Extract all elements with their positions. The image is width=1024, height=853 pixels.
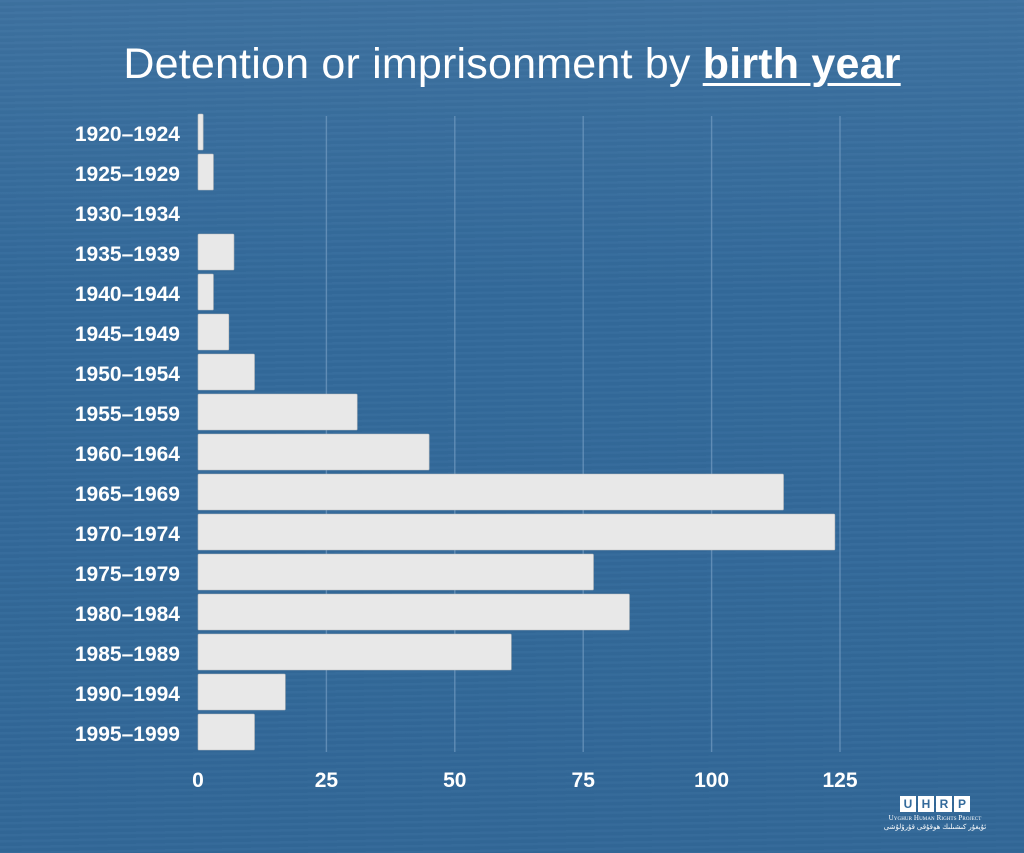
chart-title-emphasis: birth year <box>702 40 901 88</box>
chart-title-prefix: Detention or imprisonment by <box>123 40 703 88</box>
chart-title: Detention or imprisonment by birth year <box>0 38 1024 90</box>
bar-1940-1944 <box>197 273 214 311</box>
bar-1920-1924 <box>197 113 204 151</box>
bar-1985-1989 <box>197 633 512 671</box>
y-category-label-13: 1980–1984 <box>75 603 180 626</box>
logo-native-name: ئۇيغۇر كىشىلىك ھوقۇقى قۇرۇلۇشى <box>883 824 987 831</box>
y-category-label-2: 1925–1929 <box>75 163 180 186</box>
bar-1995-1999 <box>197 713 255 751</box>
x-tick-label-0: 0 <box>192 769 204 792</box>
y-category-label-5: 1940–1944 <box>75 283 180 306</box>
y-category-label-9: 1960–1964 <box>75 443 180 466</box>
bar-1970-1974 <box>197 513 836 551</box>
y-category-label-6: 1945–1949 <box>75 323 180 346</box>
bar-1990-1994 <box>197 673 286 711</box>
uhrp-logo-mark: U H R P <box>872 796 998 812</box>
bar-1960-1964 <box>197 433 430 471</box>
bar-1945-1949 <box>197 313 230 351</box>
uhrp-logo: U H R P Uyghur Human Rights Project ئۇيغ… <box>872 796 998 842</box>
bar-1965-1969 <box>197 473 784 511</box>
y-category-label-12: 1975–1979 <box>75 563 180 586</box>
x-tick-label-75: 75 <box>572 769 596 792</box>
y-category-label-4: 1935–1939 <box>75 243 180 266</box>
bar-1975-1979 <box>197 553 594 591</box>
y-category-label-11: 1970–1974 <box>75 523 180 546</box>
x-tick-label-100: 100 <box>694 769 729 792</box>
x-tick-label-125: 125 <box>822 769 857 792</box>
logo-organization-name: Uyghur Human Rights Project <box>888 814 982 822</box>
bar-1925-1929 <box>197 153 214 191</box>
y-category-label-7: 1950–1954 <box>75 363 180 386</box>
y-category-label-8: 1955–1959 <box>75 403 180 426</box>
y-category-label-3: 1930–1934 <box>75 203 180 226</box>
y-category-label-1: 1920–1924 <box>75 123 180 146</box>
x-tick-label-50: 50 <box>443 769 466 792</box>
x-tick-label-25: 25 <box>315 769 339 792</box>
logo-letter-u: U <box>900 796 916 812</box>
logo-letter-p: P <box>954 796 970 812</box>
bar-1955-1959 <box>197 393 358 431</box>
y-category-label-10: 1965–1969 <box>75 483 180 506</box>
y-category-label-16: 1995–1999 <box>75 723 180 746</box>
bar-1950-1954 <box>197 353 255 391</box>
logo-letter-r: R <box>936 796 952 812</box>
y-category-label-14: 1985–1989 <box>75 643 180 666</box>
bar-1935-1939 <box>197 233 235 271</box>
logo-letter-h: H <box>918 796 934 812</box>
y-category-label-15: 1990–1994 <box>75 683 180 706</box>
bar-1980-1984 <box>197 593 630 631</box>
